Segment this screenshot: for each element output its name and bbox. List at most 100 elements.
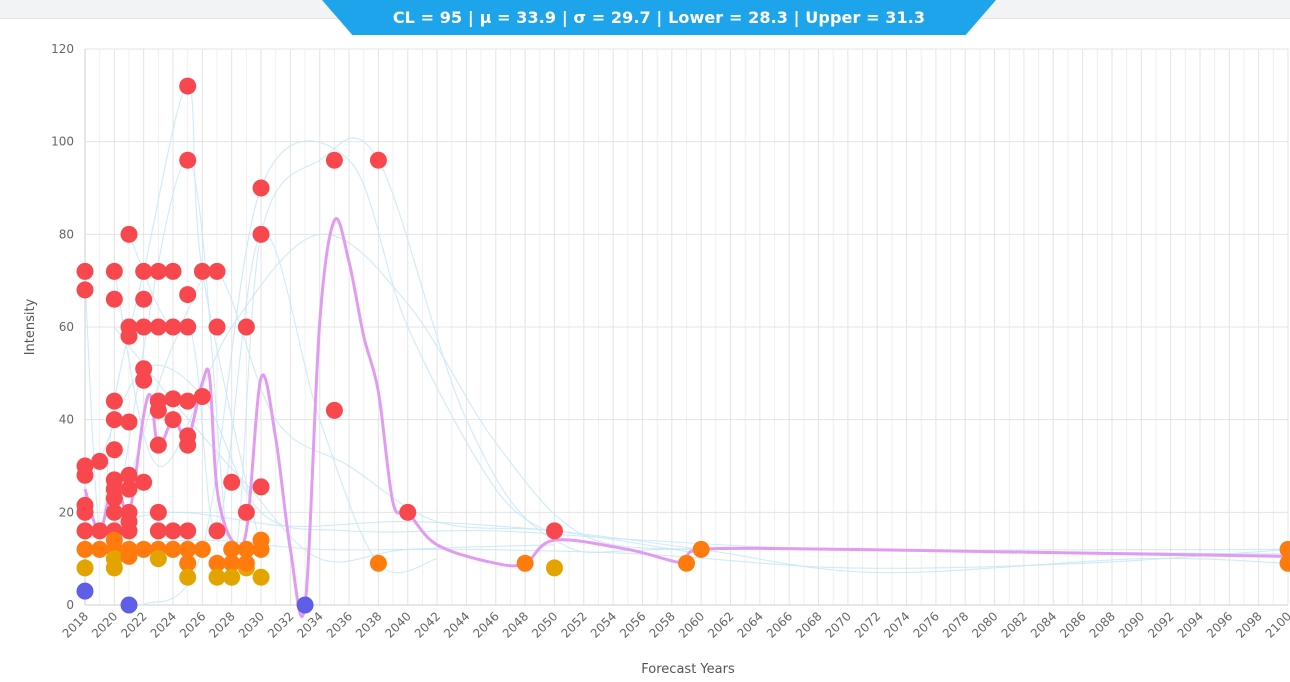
data-point[interactable]	[164, 540, 182, 558]
x-tick-label: 2088	[1087, 609, 1118, 640]
data-point[interactable]	[252, 225, 270, 243]
data-point[interactable]	[76, 262, 94, 280]
data-point[interactable]	[179, 436, 197, 454]
data-point[interactable]	[208, 554, 226, 572]
data-point[interactable]	[545, 559, 563, 577]
data-point[interactable]	[105, 441, 123, 459]
data-point[interactable]	[1279, 540, 1290, 558]
data-point[interactable]	[208, 318, 226, 336]
data-point[interactable]	[237, 503, 255, 521]
data-point[interactable]	[120, 413, 138, 431]
data-point[interactable]	[76, 281, 94, 299]
data-point[interactable]	[369, 151, 387, 169]
data-point[interactable]	[91, 522, 109, 540]
data-point[interactable]	[149, 401, 167, 419]
data-point[interactable]	[179, 77, 197, 95]
data-point[interactable]	[325, 151, 343, 169]
data-point[interactable]	[516, 554, 534, 572]
data-point[interactable]	[252, 568, 270, 586]
data-point[interactable]	[296, 596, 314, 614]
data-point[interactable]	[208, 568, 226, 586]
data-point[interactable]	[149, 503, 167, 521]
data-point[interactable]	[120, 225, 138, 243]
data-point[interactable]	[105, 262, 123, 280]
data-point[interactable]	[164, 318, 182, 336]
data-point[interactable]	[105, 392, 123, 410]
data-point[interactable]	[76, 522, 94, 540]
data-point[interactable]	[179, 568, 197, 586]
data-point[interactable]	[369, 554, 387, 572]
data-point[interactable]	[105, 489, 123, 507]
data-point[interactable]	[164, 390, 182, 408]
data-point[interactable]	[208, 262, 226, 280]
data-point[interactable]	[399, 503, 417, 521]
data-point[interactable]	[135, 318, 153, 336]
data-point[interactable]	[678, 554, 695, 572]
data-point[interactable]	[120, 596, 138, 614]
data-point[interactable]	[164, 522, 182, 540]
data-point[interactable]	[223, 473, 241, 491]
x-tick-label: 2038	[353, 609, 384, 640]
data-point[interactable]	[135, 473, 153, 491]
data-point[interactable]	[135, 290, 153, 308]
data-point[interactable]	[179, 286, 197, 304]
data-point[interactable]	[120, 522, 138, 540]
data-point[interactable]	[105, 503, 123, 521]
data-point[interactable]	[164, 411, 182, 429]
y-tick-label: 100	[51, 135, 74, 149]
data-point[interactable]	[179, 318, 197, 336]
data-point[interactable]	[193, 540, 211, 558]
data-point[interactable]	[545, 522, 563, 540]
series-thread	[113, 233, 702, 550]
data-point[interactable]	[179, 554, 197, 572]
data-point[interactable]	[193, 388, 211, 405]
data-point[interactable]	[179, 540, 197, 558]
data-point[interactable]	[252, 540, 270, 558]
data-point[interactable]	[179, 392, 197, 410]
data-point[interactable]	[223, 568, 241, 586]
data-point[interactable]	[149, 318, 167, 336]
data-point[interactable]	[76, 540, 94, 558]
data-point[interactable]	[164, 262, 182, 280]
data-point[interactable]	[91, 452, 109, 470]
data-point[interactable]	[91, 540, 109, 558]
data-point[interactable]	[149, 550, 167, 568]
data-point[interactable]	[149, 522, 167, 540]
data-point[interactable]	[76, 466, 94, 484]
x-tick-label: 2056	[617, 609, 648, 640]
data-point[interactable]	[179, 522, 197, 540]
data-point[interactable]	[237, 540, 255, 558]
data-point[interactable]	[179, 151, 197, 169]
y-tick-label: 40	[59, 413, 74, 427]
data-point[interactable]	[223, 540, 241, 558]
data-point[interactable]	[237, 318, 255, 336]
data-point[interactable]	[120, 327, 138, 345]
data-point[interactable]	[223, 554, 241, 572]
data-point[interactable]	[135, 371, 153, 389]
data-point[interactable]	[237, 554, 255, 572]
data-point[interactable]	[120, 547, 138, 565]
data-point[interactable]	[76, 559, 94, 577]
data-point[interactable]	[120, 480, 138, 498]
data-point[interactable]	[252, 478, 270, 496]
data-point[interactable]	[76, 503, 94, 521]
data-points[interactable]	[76, 77, 1290, 614]
data-point[interactable]	[325, 401, 343, 419]
data-point[interactable]	[149, 262, 167, 280]
data-point[interactable]	[692, 540, 710, 558]
data-point[interactable]	[193, 262, 211, 280]
data-point[interactable]	[76, 582, 94, 600]
data-point[interactable]	[135, 540, 153, 558]
data-point[interactable]	[105, 411, 123, 429]
data-point[interactable]	[135, 262, 153, 280]
data-point[interactable]	[208, 522, 226, 540]
x-tick-label: 2078	[940, 609, 971, 640]
data-point[interactable]	[149, 436, 167, 454]
x-tick-label: 2074	[881, 609, 912, 640]
data-point[interactable]	[1279, 554, 1290, 572]
data-point[interactable]	[120, 466, 138, 484]
data-point[interactable]	[252, 179, 270, 197]
data-point[interactable]	[105, 559, 123, 577]
data-point[interactable]	[105, 290, 123, 308]
